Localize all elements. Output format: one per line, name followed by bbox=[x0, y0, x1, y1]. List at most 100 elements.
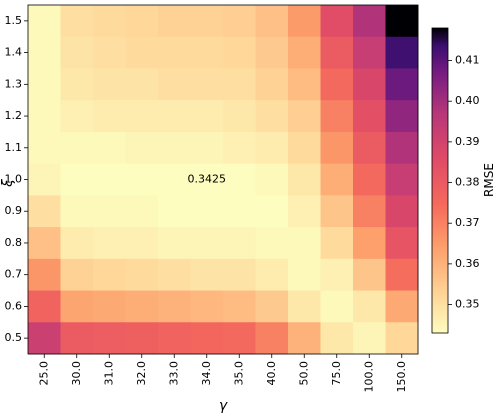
heatmap-cell bbox=[385, 195, 419, 228]
heatmap-cell bbox=[158, 131, 191, 165]
heatmap-cell bbox=[288, 131, 321, 165]
y-tick-label: 0.5 bbox=[5, 331, 23, 344]
heatmap-cell bbox=[60, 227, 94, 260]
cell-annotation: 0.3425 bbox=[188, 173, 227, 186]
heatmap-cell bbox=[190, 100, 224, 133]
heatmap-cell bbox=[60, 68, 94, 101]
heatmap-cell bbox=[385, 258, 419, 291]
heatmap-cell bbox=[353, 5, 386, 38]
y-tick-label: 1.1 bbox=[5, 141, 23, 154]
heatmap-cell bbox=[255, 227, 289, 260]
heatmap-cell bbox=[125, 227, 159, 260]
heatmap-cell bbox=[190, 36, 224, 69]
heatmap-cell bbox=[255, 322, 289, 355]
heatmap-cells bbox=[28, 5, 419, 355]
heatmap-cell bbox=[288, 195, 321, 228]
heatmap-cell bbox=[158, 227, 191, 260]
heatmap-cell bbox=[93, 5, 126, 38]
heatmap-cell bbox=[93, 163, 126, 196]
heatmap-cell bbox=[28, 163, 61, 196]
heatmap-cell bbox=[385, 100, 419, 133]
heatmap-cell bbox=[60, 36, 94, 69]
heatmap-cell bbox=[353, 322, 386, 355]
colorbar-tick-label: 0.37 bbox=[455, 216, 480, 229]
x-tick-label: 150.0 bbox=[395, 361, 408, 393]
heatmap-cell bbox=[125, 290, 159, 323]
heatmap-cell bbox=[353, 195, 386, 228]
heatmap-cell bbox=[60, 5, 94, 38]
heatmap-cell bbox=[288, 322, 321, 355]
heatmap-cell bbox=[353, 290, 386, 323]
heatmap-cell bbox=[190, 195, 224, 228]
heatmap-cell bbox=[320, 290, 354, 323]
heatmap-cell bbox=[125, 195, 159, 228]
heatmap-cell bbox=[223, 290, 256, 323]
heatmap-cell bbox=[28, 36, 61, 69]
heatmap-cell bbox=[353, 131, 386, 165]
heatmap-cell bbox=[158, 163, 191, 196]
heatmap-cell bbox=[223, 100, 256, 133]
y-tick-label: 0.9 bbox=[5, 204, 23, 217]
heatmap-cell bbox=[190, 290, 224, 323]
heatmap-cell bbox=[385, 131, 419, 165]
heatmap-cell bbox=[385, 68, 419, 101]
heatmap-cell bbox=[60, 131, 94, 165]
heatmap-cell bbox=[223, 227, 256, 260]
x-tick-label: 32.0 bbox=[135, 361, 148, 386]
heatmap-cell bbox=[320, 5, 354, 38]
heatmap-cell bbox=[385, 36, 419, 69]
heatmap-cell bbox=[125, 258, 159, 291]
heatmap-cell bbox=[255, 68, 289, 101]
heatmap-cell bbox=[93, 68, 126, 101]
heatmap-cell bbox=[190, 227, 224, 260]
heatmap-cell bbox=[28, 258, 61, 291]
heatmap-cell bbox=[28, 68, 61, 101]
colorbar bbox=[431, 27, 449, 334]
heatmap-cell bbox=[288, 36, 321, 69]
heatmap-cell bbox=[158, 195, 191, 228]
heatmap-cell bbox=[125, 100, 159, 133]
heatmap-cell bbox=[158, 100, 191, 133]
heatmap-cell bbox=[288, 227, 321, 260]
heatmap-cell bbox=[190, 163, 224, 196]
heatmap-cell bbox=[320, 322, 354, 355]
x-tick-label: 75.0 bbox=[330, 361, 343, 386]
heatmap-cell bbox=[93, 290, 126, 323]
heatmap-cell bbox=[125, 5, 159, 38]
heatmap-cell bbox=[385, 163, 419, 196]
heatmap-cell bbox=[255, 36, 289, 69]
heatmap-cell bbox=[60, 290, 94, 323]
heatmap-cell bbox=[93, 195, 126, 228]
x-tick-label: 100.0 bbox=[362, 361, 375, 393]
heatmap-cell bbox=[320, 195, 354, 228]
heatmap-cell bbox=[223, 36, 256, 69]
heatmap-cell bbox=[223, 5, 256, 38]
heatmap-cell bbox=[385, 322, 419, 355]
colorbar-label: RMSE bbox=[482, 163, 496, 197]
y-axis: 1.5 1.4 1.3 1.2 1.1 1.0 0.9 0.8 0.7 0.6 0.5 bbox=[5, 14, 28, 344]
y-tick-label: 0.8 bbox=[5, 236, 23, 249]
heatmap-cell bbox=[353, 68, 386, 101]
heatmap-cell bbox=[255, 163, 289, 196]
x-tick-label: 25.0 bbox=[37, 361, 50, 386]
x-tick-label: 40.0 bbox=[265, 361, 278, 386]
x-tick-label: 34.0 bbox=[200, 361, 213, 386]
heatmap-cell bbox=[288, 290, 321, 323]
heatmap-cell bbox=[353, 100, 386, 133]
heatmap-cell bbox=[125, 36, 159, 69]
heatmap-cell bbox=[320, 258, 354, 291]
heatmap-cell bbox=[353, 36, 386, 69]
x-tick-label: 50.0 bbox=[297, 361, 310, 386]
heatmap-cell bbox=[28, 290, 61, 323]
heatmap-cell bbox=[28, 227, 61, 260]
heatmap-cell bbox=[28, 100, 61, 133]
heatmap-cell bbox=[190, 258, 224, 291]
y-tick-label: 0.7 bbox=[5, 268, 23, 281]
heatmap-cell bbox=[190, 68, 224, 101]
colorbar-tick-label: 0.41 bbox=[455, 54, 480, 67]
heatmap-cell bbox=[60, 195, 94, 228]
heatmap-cell bbox=[320, 68, 354, 101]
heatmap-cell bbox=[353, 163, 386, 196]
heatmap-cell bbox=[28, 5, 61, 38]
